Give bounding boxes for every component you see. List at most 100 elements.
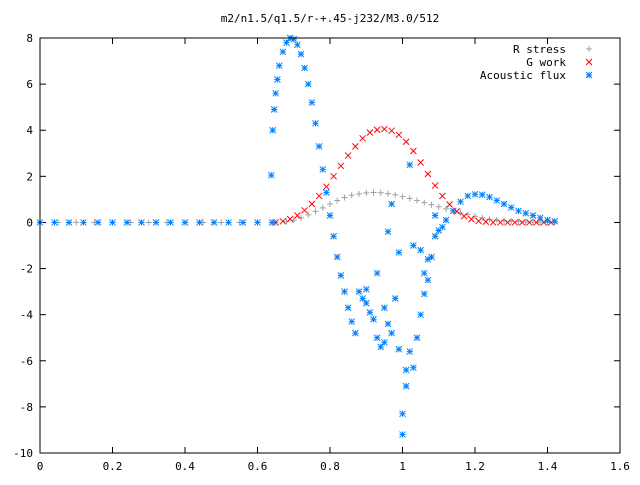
plot-frame bbox=[39, 37, 621, 454]
data-point bbox=[504, 219, 511, 226]
data-point bbox=[323, 189, 330, 196]
data-point bbox=[402, 366, 410, 374]
legend-label: Acoustic flux bbox=[480, 69, 566, 82]
data-point bbox=[413, 334, 421, 342]
y-tick-label: -4 bbox=[20, 309, 34, 322]
data-point bbox=[319, 204, 326, 211]
data-point bbox=[381, 304, 388, 312]
data-point bbox=[272, 89, 279, 97]
data-point bbox=[424, 170, 432, 178]
data-point bbox=[337, 272, 345, 279]
data-point bbox=[373, 334, 381, 342]
data-point bbox=[279, 217, 287, 225]
data-point bbox=[373, 126, 381, 134]
data-point bbox=[381, 125, 388, 133]
data-point bbox=[377, 343, 385, 351]
data-point bbox=[239, 219, 247, 226]
data-point bbox=[308, 200, 316, 208]
data-point bbox=[410, 147, 417, 155]
data-point bbox=[431, 182, 439, 189]
data-point bbox=[274, 76, 281, 83]
legend-marker bbox=[585, 71, 593, 79]
data-point bbox=[526, 219, 533, 226]
data-point bbox=[431, 232, 439, 240]
data-point bbox=[298, 214, 304, 221]
data-point bbox=[348, 192, 355, 199]
data-point bbox=[362, 285, 370, 293]
data-point bbox=[530, 219, 536, 226]
y-tick-label: 4 bbox=[26, 124, 33, 137]
data-point bbox=[388, 200, 395, 208]
data-point bbox=[356, 190, 362, 197]
data-point bbox=[420, 269, 428, 277]
data-point bbox=[269, 126, 277, 134]
data-point bbox=[145, 219, 152, 226]
data-point bbox=[384, 228, 392, 236]
series-layer bbox=[36, 34, 559, 438]
data-point bbox=[420, 290, 428, 298]
data-point bbox=[431, 212, 439, 219]
x-tick-label: 0 bbox=[37, 460, 44, 473]
data-point bbox=[472, 213, 478, 220]
data-point bbox=[333, 253, 341, 261]
legend-marker bbox=[585, 58, 593, 66]
data-point bbox=[406, 161, 414, 169]
data-point bbox=[406, 195, 413, 202]
data-point bbox=[424, 276, 432, 284]
data-point bbox=[388, 329, 395, 337]
data-point bbox=[385, 190, 391, 197]
legend-marker bbox=[586, 46, 592, 52]
data-point bbox=[286, 215, 294, 223]
y-tick-label: 0 bbox=[26, 216, 33, 229]
x-tick-label: 1.4 bbox=[538, 460, 558, 473]
data-point bbox=[167, 219, 174, 226]
data-point bbox=[80, 219, 87, 226]
data-point bbox=[366, 129, 374, 136]
x-tick-label: 0.6 bbox=[248, 460, 268, 473]
data-point bbox=[268, 219, 276, 226]
data-point bbox=[290, 35, 298, 43]
data-point bbox=[395, 249, 403, 256]
y-tick-label: -6 bbox=[20, 355, 33, 368]
data-point bbox=[536, 214, 544, 222]
data-point bbox=[352, 329, 359, 337]
data-point bbox=[493, 217, 500, 224]
data-point bbox=[370, 189, 377, 196]
data-point bbox=[439, 192, 446, 200]
legend-label: G work bbox=[526, 56, 566, 69]
data-point bbox=[500, 200, 508, 208]
x-tick-label: 1 bbox=[399, 460, 406, 473]
data-point bbox=[275, 62, 283, 70]
data-point bbox=[395, 131, 403, 139]
data-point bbox=[254, 219, 261, 226]
data-point bbox=[341, 288, 348, 295]
y-tick-label: -10 bbox=[13, 447, 33, 460]
data-point bbox=[297, 50, 305, 58]
data-point bbox=[511, 219, 519, 226]
data-point bbox=[73, 219, 80, 226]
data-point bbox=[414, 197, 420, 204]
data-point bbox=[471, 190, 479, 198]
data-point bbox=[424, 255, 432, 263]
data-point bbox=[478, 191, 486, 199]
data-point bbox=[399, 193, 406, 200]
data-point bbox=[421, 199, 428, 206]
data-point bbox=[319, 166, 327, 173]
data-point bbox=[392, 191, 399, 198]
data-point bbox=[270, 106, 278, 113]
data-point bbox=[283, 218, 290, 225]
data-point bbox=[312, 208, 319, 215]
data-point bbox=[406, 348, 414, 355]
data-point bbox=[544, 216, 551, 224]
data-point bbox=[457, 198, 464, 206]
data-point bbox=[337, 162, 345, 170]
data-point bbox=[479, 214, 486, 221]
data-point bbox=[315, 192, 323, 200]
data-point bbox=[344, 304, 352, 312]
data-point bbox=[497, 219, 504, 226]
data-point bbox=[428, 201, 435, 208]
data-point bbox=[533, 219, 540, 226]
data-point bbox=[334, 197, 341, 204]
